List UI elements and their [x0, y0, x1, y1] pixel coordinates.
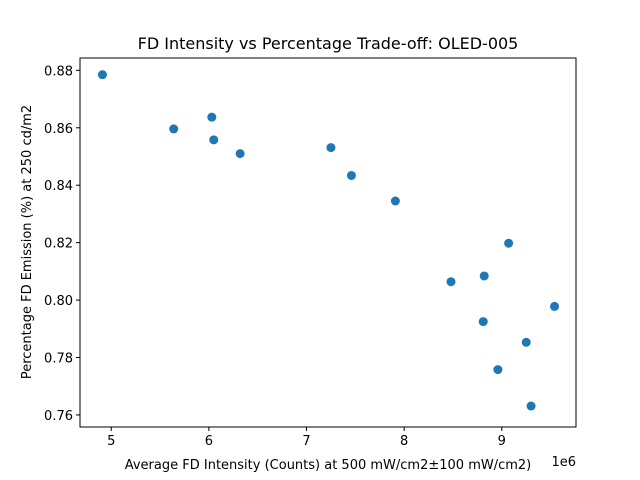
y-axis-label: Percentage FD Emission (%) at 250 cd/m2 [20, 105, 35, 379]
data-point [209, 135, 219, 145]
axis-ticks: 5 6 7 8 9 0.76 0.78 0.80 0.82 0.84 0.86 0.88 [44, 64, 506, 449]
data-point [97, 70, 107, 80]
data-point [526, 401, 536, 411]
y-tick-label: 0.78 [44, 352, 73, 367]
x-axis-label: Average FD Intensity (Counts) at 500 mW/… [125, 458, 532, 473]
data-point [493, 365, 503, 375]
x-tick-label: 7 [302, 434, 310, 449]
data-points [97, 70, 560, 411]
data-point [550, 301, 560, 311]
data-point [479, 271, 489, 281]
data-point [504, 238, 514, 248]
data-point [169, 124, 179, 134]
data-point [346, 170, 356, 180]
data-point [521, 337, 531, 347]
x-tick-label: 6 [205, 434, 213, 449]
y-tick-label: 0.80 [44, 294, 73, 309]
data-point [207, 112, 217, 122]
data-point [235, 149, 245, 159]
y-tick-label: 0.82 [44, 237, 73, 252]
x-tick-label: 9 [498, 434, 506, 449]
y-tick-label: 0.88 [44, 64, 73, 79]
x-axis-offset-label: 1e6 [551, 455, 576, 470]
data-point [478, 317, 488, 327]
data-point [326, 143, 336, 153]
y-tick-label: 0.86 [44, 122, 73, 137]
plot-area [79, 57, 577, 428]
y-tick-label: 0.84 [44, 179, 73, 194]
x-tick-label: 8 [400, 434, 408, 449]
data-point [446, 277, 456, 287]
chart-title: FD Intensity vs Percentage Trade-off: OL… [138, 34, 519, 53]
y-tick-label: 0.76 [44, 409, 73, 424]
data-point [390, 196, 400, 206]
x-tick-label: 5 [107, 434, 115, 449]
